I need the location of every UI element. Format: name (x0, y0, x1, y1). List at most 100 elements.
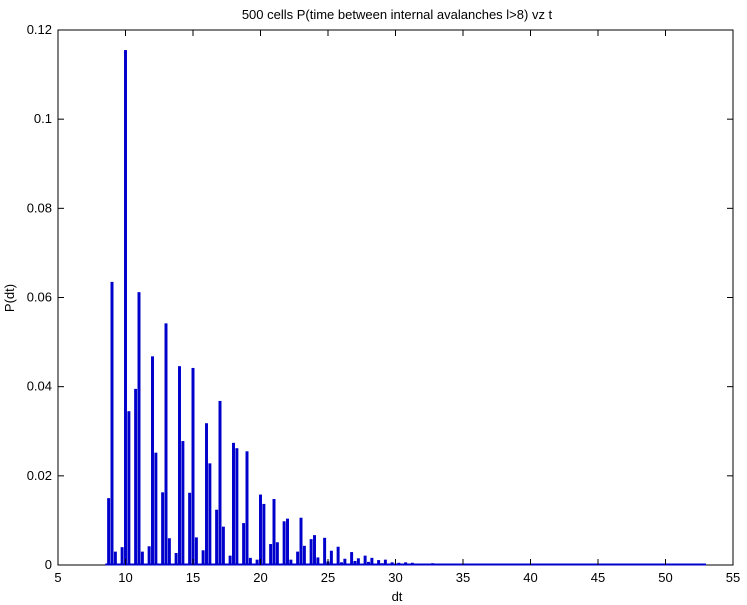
bar (255, 559, 259, 565)
bar (221, 526, 225, 565)
bar (323, 537, 327, 565)
bar (235, 448, 239, 565)
bar (120, 547, 124, 565)
bar (275, 542, 279, 565)
bar (137, 292, 141, 565)
bar (282, 521, 286, 565)
bar (448, 564, 451, 565)
bar (404, 562, 408, 565)
bar (113, 551, 117, 565)
x-axis: 5 10 15 20 25 30 35 40 45 50 55 (54, 30, 740, 585)
x-tick-label: 45 (591, 570, 605, 585)
bar (353, 560, 357, 565)
bar (242, 523, 246, 565)
y-axis-label: P(dt) (2, 284, 17, 312)
bar (302, 545, 306, 565)
bar (367, 561, 370, 565)
y-tick-label: 0.06 (27, 290, 52, 305)
bar (107, 498, 111, 565)
bar (397, 562, 401, 565)
bar (309, 539, 313, 565)
bar (164, 323, 168, 565)
bar (110, 281, 114, 565)
bar (410, 562, 414, 565)
bar (380, 563, 384, 565)
bar (458, 564, 462, 565)
bar (340, 562, 343, 565)
bar (269, 544, 273, 565)
bar (205, 423, 208, 565)
bar (167, 538, 171, 565)
bar (336, 546, 340, 565)
bar (147, 546, 151, 565)
bar (140, 551, 144, 565)
bar (390, 562, 394, 565)
bar (154, 452, 158, 565)
bar (431, 563, 435, 565)
x-tick-label: 15 (186, 570, 200, 585)
bar (444, 563, 448, 565)
bar (299, 517, 303, 565)
bar (289, 559, 293, 565)
x-tick-label: 10 (118, 570, 132, 585)
bar (313, 535, 316, 565)
bar (286, 518, 289, 565)
bar (191, 367, 195, 565)
plot-area (57, 29, 734, 566)
x-tick-label: 50 (658, 570, 672, 585)
bar (343, 558, 347, 565)
bar (356, 558, 360, 565)
x-tick-label: 25 (321, 570, 335, 585)
bar (407, 563, 411, 565)
chart-title: 500 cells P(time between internal avalan… (242, 7, 553, 22)
x-tick-label: 30 (388, 570, 402, 585)
y-tick-label: 0.12 (27, 22, 52, 37)
bar (272, 499, 276, 565)
x-tick-label: 5 (54, 570, 61, 585)
bar (174, 552, 178, 565)
bar (124, 50, 127, 565)
bar (188, 492, 192, 565)
y-axis: 0 0.02 0.04 0.06 0.08 0.1 0.12 (27, 22, 733, 572)
bar (228, 555, 232, 565)
bar (201, 550, 205, 565)
bar (178, 366, 181, 565)
bar (383, 559, 387, 565)
bar (259, 494, 262, 565)
x-tick-label: 40 (523, 570, 537, 585)
y-tick-label: 0.08 (27, 200, 52, 215)
x-tick-label: 20 (253, 570, 267, 585)
bar (377, 560, 381, 565)
bar (232, 442, 235, 565)
y-tick-label: 0.02 (27, 468, 52, 483)
plot-frame (57, 29, 734, 566)
bar (208, 463, 212, 565)
bar (370, 557, 374, 565)
x-tick-label: 55 (726, 570, 740, 585)
bar (434, 564, 438, 565)
x-axis-label: dt (392, 589, 403, 604)
bar (316, 557, 320, 565)
bars (105, 50, 706, 566)
x-tick-label: 35 (456, 570, 470, 585)
bar (215, 509, 219, 565)
bar (151, 356, 154, 565)
bar (134, 388, 138, 565)
bar (421, 564, 424, 565)
bar (248, 557, 252, 565)
y-tick-label: 0 (45, 557, 52, 572)
bar (218, 400, 222, 565)
bar (245, 451, 249, 565)
bar (194, 537, 198, 565)
bar (296, 551, 300, 565)
bar (329, 550, 333, 565)
bar (161, 492, 165, 565)
bar (417, 563, 421, 565)
bar (127, 411, 131, 565)
bar (350, 552, 354, 565)
bar (262, 503, 266, 565)
y-tick-label: 0.1 (34, 111, 52, 126)
bar (363, 555, 367, 565)
y-tick-label: 0.04 (27, 379, 52, 394)
